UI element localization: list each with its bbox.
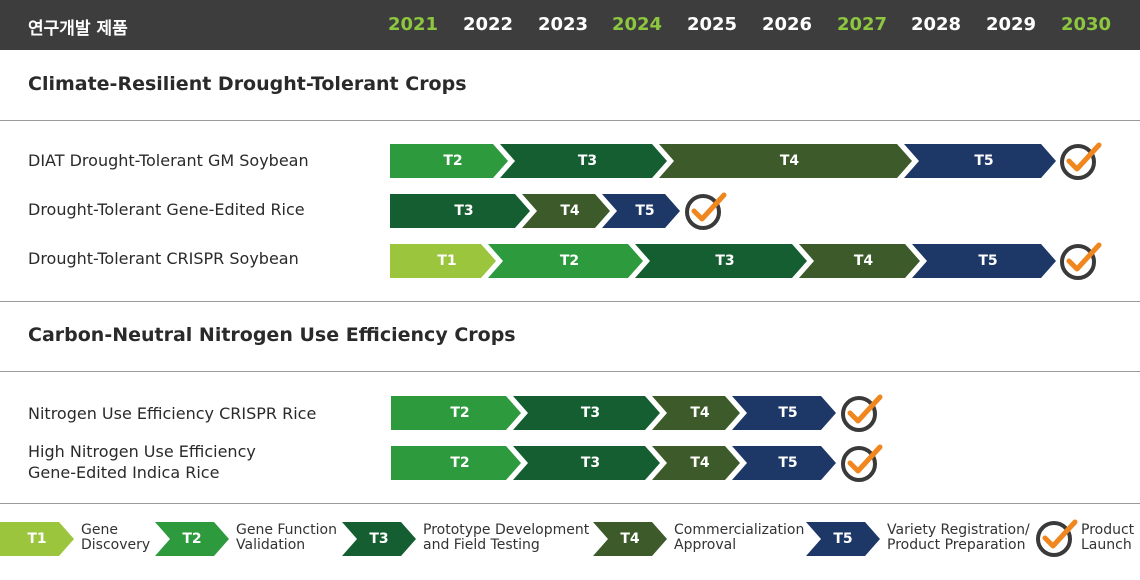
stage-label: T3 (454, 203, 474, 219)
legend-chevron-t4: T4 (593, 522, 667, 556)
legend-line: Gene Function (236, 522, 337, 538)
stage-label: T1 (437, 253, 457, 269)
product-launch-check-icon (685, 192, 727, 230)
stage-label: T4 (779, 153, 800, 169)
legend-chevron-t5: T5 (806, 522, 880, 556)
stage-label: T5 (635, 203, 655, 219)
product-launch-check-icon (1060, 142, 1102, 180)
stage-label: T2 (450, 405, 470, 421)
year-2022: 2022 (462, 14, 514, 35)
stage-chevron-t4: T4 (659, 144, 912, 178)
row-label-line2: Gene-Edited Indica Rice (28, 463, 220, 482)
year-2029: 2029 (985, 14, 1037, 35)
year-2023: 2023 (537, 14, 589, 35)
stage-label: T4 (560, 203, 580, 219)
row-label-high-nue-indica-rice: High Nitrogen Use Efficiency Gene-Edited… (28, 441, 256, 483)
legend-line: Discovery (81, 537, 151, 553)
divider (0, 120, 1140, 121)
stage-chevron-t1: T1 (390, 244, 496, 278)
stage-chevron-t5: T5 (904, 144, 1056, 178)
stage-chevron-t2: T2 (391, 446, 521, 480)
legend-text-t2: Gene Function Validation (236, 523, 337, 553)
divider (0, 371, 1140, 372)
row-label-gene-edited-rice: Drought-Tolerant Gene-Edited Rice (28, 200, 305, 219)
stage-chevron-t3: T3 (500, 144, 667, 178)
stage-chevron-t5: T5 (912, 244, 1056, 278)
stage-label: T5 (978, 253, 998, 269)
section-title-nitrogen: Carbon-Neutral Nitrogen Use Efficiency C… (28, 324, 516, 346)
stage-label: T4 (853, 253, 874, 269)
legend-chevron-t2: T2 (155, 522, 229, 556)
row-label-nue-crispr-rice: Nitrogen Use Efficiency CRISPR Rice (28, 404, 317, 423)
year-2025: 2025 (686, 14, 738, 35)
stage-chevron-t2: T2 (390, 144, 508, 178)
stage-chevron-t2: T2 (488, 244, 643, 278)
stage-label: T2 (443, 153, 463, 169)
legend-line: Variety Registration/ (887, 522, 1030, 538)
year-2026: 2026 (761, 14, 813, 35)
legend-line: Product Preparation (887, 537, 1026, 553)
stage-chevron-t3: T3 (635, 244, 807, 278)
stage-chevron-t3: T3 (513, 396, 660, 430)
product-launch-check-icon (841, 394, 883, 432)
legend-text-launch: Product Launch (1081, 523, 1134, 553)
legend-chevron-t1: T1 (0, 522, 74, 556)
product-launch-check-icon (1060, 242, 1102, 280)
stage-chevron-t5: T5 (602, 194, 680, 228)
stage-label: T5 (778, 405, 798, 421)
row-label-line1: High Nitrogen Use Efficiency (28, 442, 256, 461)
legend-line: Commercialization (674, 522, 805, 538)
stage-chevron-t4: T4 (652, 446, 740, 480)
divider (0, 301, 1140, 302)
year-2030: 2030 (1060, 14, 1112, 35)
product-launch-check-icon (841, 444, 883, 482)
stage-chevron-t3: T3 (390, 194, 530, 228)
divider (0, 503, 1140, 504)
stage-label: T2 (450, 455, 470, 471)
stage-chevron-t4: T4 (522, 194, 610, 228)
legend-line: Prototype Development (423, 522, 590, 538)
stage-chevron-t2: T2 (391, 396, 521, 430)
legend-line: Validation (236, 537, 306, 553)
stage-label: T2 (559, 253, 580, 269)
legend-product-launch-check-icon (1036, 519, 1078, 557)
legend-line: and Field Testing (423, 537, 540, 553)
stage-label: T5 (778, 455, 798, 471)
legend-line: Gene (81, 522, 118, 538)
legend-text-t4: Commercialization Approval (674, 523, 804, 553)
section-title-drought: Climate-Resilient Drought-Tolerant Crops (28, 73, 467, 95)
legend-text-t5: Variety Registration/ Product Preparatio… (887, 523, 1030, 553)
legend-text-t1: Gene Discovery (81, 523, 150, 553)
year-2024: 2024 (611, 14, 663, 35)
stage-chevron-t5: T5 (732, 396, 836, 430)
row-label-crispr-soybean: Drought-Tolerant CRISPR Soybean (28, 249, 299, 268)
stage-label: T3 (580, 455, 601, 471)
legend-line: Approval (674, 537, 737, 553)
stage-label: T3 (577, 153, 598, 169)
legend-text-t3: Prototype Development and Field Testing (423, 523, 589, 553)
timeline-header: 연구개발 제품 2021 2022 2023 2024 2025 2026 20… (0, 0, 1140, 50)
stage-chevron-t3: T3 (513, 446, 660, 480)
header-title: 연구개발 제품 (28, 19, 128, 39)
year-2028: 2028 (910, 14, 962, 35)
legend-line: Launch (1081, 537, 1132, 553)
legend-line: Product (1081, 522, 1135, 538)
year-2021: 2021 (387, 14, 439, 35)
year-2027: 2027 (836, 14, 888, 35)
stage-chevron-t4: T4 (799, 244, 920, 278)
stage-label: T5 (974, 153, 994, 169)
stage-chevron-t5: T5 (732, 446, 836, 480)
stage-chevron-t4: T4 (652, 396, 740, 430)
stage-label: T3 (580, 405, 601, 421)
stage-label: T4 (690, 455, 710, 471)
row-label-diat-soybean: DIAT Drought-Tolerant GM Soybean (28, 151, 309, 170)
stage-label: T4 (690, 405, 710, 421)
legend-chevron-t3: T3 (342, 522, 416, 556)
stage-label: T3 (715, 253, 735, 269)
